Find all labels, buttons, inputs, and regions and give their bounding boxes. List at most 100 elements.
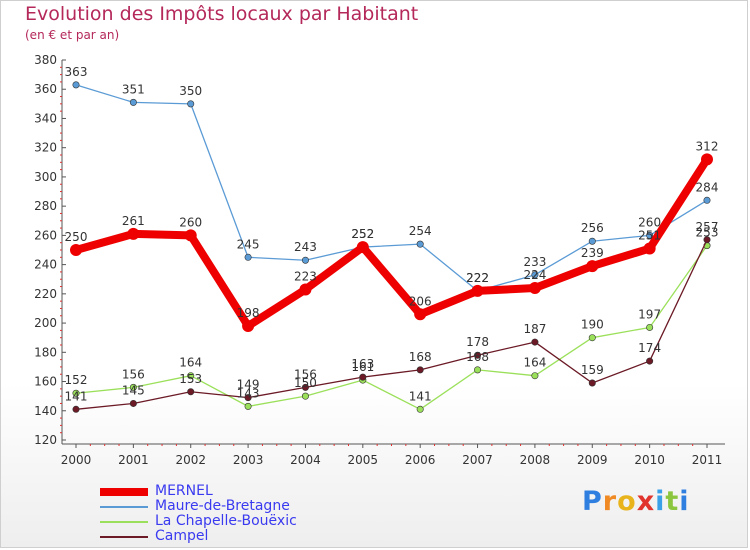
data-point-maure-de-bretagne <box>646 231 654 239</box>
data-point-mernel <box>70 244 82 256</box>
y-tick-label: 360 <box>34 82 57 96</box>
legend-label: Campel <box>155 528 209 544</box>
x-tick-label: 2007 <box>462 453 493 467</box>
data-point-la-chapelle-bou-xic <box>301 392 309 400</box>
brand-letter: P <box>582 486 603 517</box>
series-line-mernel <box>72 155 711 330</box>
data-point-mernel <box>528 282 541 294</box>
data-point-campel <box>244 394 252 402</box>
data-label-mernel: 239 <box>581 246 604 260</box>
data-point-mernel <box>127 227 140 240</box>
legend-label: MERNEL <box>155 483 213 499</box>
data-point-maure-de-bretagne <box>129 98 137 106</box>
data-label-mernel: 206 <box>409 294 432 308</box>
data-point-maure-de-bretagne <box>244 253 252 261</box>
data-point-campel <box>646 357 654 365</box>
data-point-mernel <box>471 284 484 297</box>
y-tick-label: 280 <box>34 199 57 213</box>
brand-letter: i <box>679 486 690 517</box>
data-point-campel <box>187 388 195 396</box>
x-tick-label: 2010 <box>634 453 665 467</box>
data-point-campel <box>416 366 424 374</box>
data-point-campel <box>129 399 137 407</box>
y-tick-label: 120 <box>34 433 57 447</box>
chart-subtitle: (en € et par an) <box>25 28 120 42</box>
data-label-maure-de-bretagne: 256 <box>581 221 604 235</box>
data-point-la-chapelle-bou-xic <box>646 323 654 331</box>
data-point-mernel <box>414 308 427 321</box>
y-tick-label: 180 <box>34 345 57 359</box>
data-label-la-chapelle-bou-xic: 168 <box>466 350 489 364</box>
data-label-maure-de-bretagne: 243 <box>294 240 317 254</box>
x-tick-label: 2003 <box>233 453 264 467</box>
y-tick-label: 340 <box>34 111 57 125</box>
series-line-la-chapelle-bou-xic <box>75 244 708 410</box>
brand-letter: t <box>665 486 680 517</box>
data-point-mernel <box>701 153 713 166</box>
y-tick-label: 300 <box>34 170 57 184</box>
x-tick-label: 2001 <box>118 453 149 467</box>
data-label-mernel: 261 <box>122 214 145 228</box>
data-point-campel <box>531 338 539 346</box>
y-tick-label: 260 <box>34 228 57 242</box>
x-tick-label: 2009 <box>577 453 608 467</box>
data-label-la-chapelle-bou-xic: 150 <box>294 376 317 390</box>
series-maure-de-bretagne <box>72 81 711 295</box>
x-tick-label: 2005 <box>348 453 379 467</box>
x-tick-label: 2004 <box>290 453 321 467</box>
legend-swatch <box>100 506 148 508</box>
data-label-la-chapelle-bou-xic: 141 <box>409 389 432 403</box>
data-label-maure-de-bretagne: 252 <box>351 227 374 241</box>
data-label-la-chapelle-bou-xic: 253 <box>696 226 719 240</box>
data-label-maure-de-bretagne: 245 <box>237 237 260 251</box>
data-label-maure-de-bretagne: 351 <box>122 82 145 96</box>
data-point-maure-de-bretagne <box>703 196 711 204</box>
data-label-mernel: 252 <box>351 227 374 241</box>
data-point-campel <box>359 373 367 381</box>
data-point-mernel <box>643 242 656 255</box>
data-point-la-chapelle-bou-xic <box>531 372 539 380</box>
y-tick-label: 140 <box>34 404 57 418</box>
data-label-campel: 153 <box>179 372 202 386</box>
y-tick-label: 160 <box>34 375 57 389</box>
data-label-la-chapelle-bou-xic: 156 <box>122 367 145 381</box>
data-point-maure-de-bretagne <box>531 271 539 279</box>
data-point-la-chapelle-bou-xic <box>187 372 195 380</box>
data-point-mernel <box>586 260 599 273</box>
data-point-la-chapelle-bou-xic <box>129 383 137 391</box>
series-line-maure-de-bretagne <box>75 84 708 292</box>
data-point-mernel <box>184 229 197 242</box>
x-tick-label: 2006 <box>405 453 436 467</box>
legend-label: Maure-de-Bretagne <box>155 498 290 514</box>
data-point-campel <box>72 405 80 413</box>
series-la-chapelle-bou-xic <box>72 242 711 413</box>
legend-swatch <box>100 536 148 538</box>
legend-swatch <box>100 488 148 496</box>
data-label-campel: 178 <box>466 335 489 349</box>
data-label-la-chapelle-bou-xic: 164 <box>523 356 546 370</box>
chart-title: Evolution des Impôts locaux par Habitant <box>25 3 419 25</box>
data-label-campel: 168 <box>409 350 432 364</box>
data-point-campel <box>301 383 309 391</box>
series-line-campel <box>75 239 708 410</box>
series-mernel <box>70 153 713 332</box>
x-tick-label: 2011 <box>692 453 723 467</box>
data-label-la-chapelle-bou-xic: 143 <box>237 386 260 400</box>
brand-letter: r <box>602 486 618 517</box>
data-label-mernel: 312 <box>696 139 719 153</box>
y-tick-label: 320 <box>34 141 57 155</box>
data-point-maure-de-bretagne <box>416 240 424 248</box>
data-label-mernel: 222 <box>466 271 489 285</box>
brand-letter: x <box>636 486 656 517</box>
data-point-maure-de-bretagne <box>301 256 309 264</box>
data-label-mernel: 198 <box>237 306 260 320</box>
series-campel <box>72 236 711 413</box>
data-point-maure-de-bretagne <box>72 81 80 89</box>
data-point-la-chapelle-bou-xic <box>416 405 424 413</box>
data-labels-layer: 363 351 350 245 243 252 254 222 233 256 260 284 152 1… <box>65 65 719 403</box>
data-label-campel: 145 <box>122 383 145 397</box>
data-label-mernel: 260 <box>179 215 202 229</box>
y-tick-label: 240 <box>34 258 57 272</box>
x-tick-label: 2002 <box>175 453 206 467</box>
